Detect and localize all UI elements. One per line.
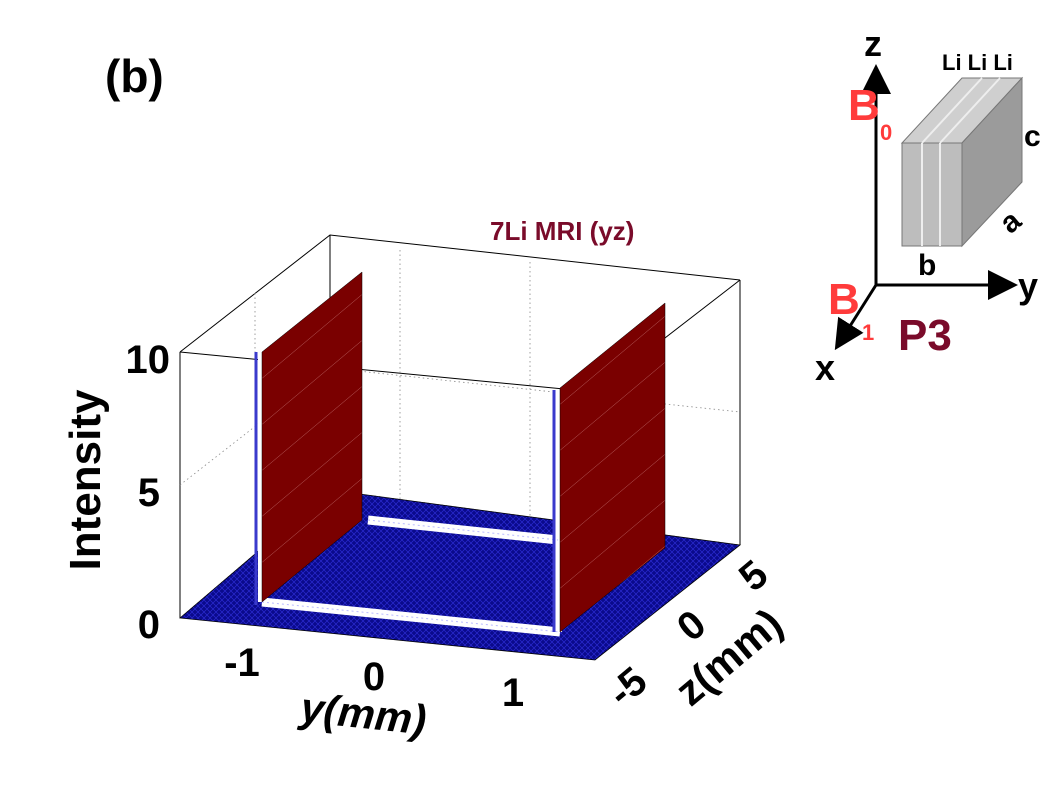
edge-c-label: c	[1024, 120, 1041, 153]
b0-label: B	[848, 81, 880, 130]
panel-label: (b)	[105, 50, 164, 102]
x-tick-0: -1	[224, 641, 260, 685]
inset-x-axis	[834, 284, 878, 351]
z-tick-1: 5	[138, 471, 160, 515]
edge-b-label: b	[918, 249, 936, 282]
inset-x-label: x	[815, 347, 835, 388]
z-tick-labels: 0 5 10	[126, 338, 171, 647]
b0-subscript: 0	[880, 120, 892, 145]
inset-diagram: z y x Li Li Li c a b B 0 B 1 P3	[815, 23, 1041, 388]
wall-right	[559, 302, 666, 633]
sample-block-front	[901, 142, 963, 247]
x-tick-2: 1	[502, 671, 524, 715]
y-tick-labels: -5 0 5	[600, 552, 776, 715]
z-axis-label: Intensity	[61, 389, 110, 570]
inset-z-label: z	[864, 23, 882, 64]
x-axis-label: y(mm)	[296, 683, 428, 743]
b1-label: B	[828, 275, 860, 324]
x-tick-labels: -1 0 1	[224, 641, 524, 715]
x-tick-1: 0	[363, 655, 385, 699]
chart-title: 7Li MRI (yz)	[490, 216, 634, 246]
sample-label: P3	[898, 311, 952, 360]
y-tick-2: 5	[731, 552, 776, 600]
z-tick-0: 0	[138, 603, 160, 647]
y-tick-0: -5	[600, 659, 656, 716]
plot-3d: 0 5 10 -1 0 1 -5 0 5 Intensity y(mm) z(m…	[61, 216, 791, 744]
inset-y-label: y	[1018, 265, 1038, 306]
edge-a-label: a	[994, 204, 1028, 240]
z-tick-2: 10	[126, 338, 171, 382]
wall-left	[261, 271, 363, 603]
layer-labels: Li Li Li	[942, 50, 1013, 75]
b1-subscript: 1	[862, 320, 874, 345]
